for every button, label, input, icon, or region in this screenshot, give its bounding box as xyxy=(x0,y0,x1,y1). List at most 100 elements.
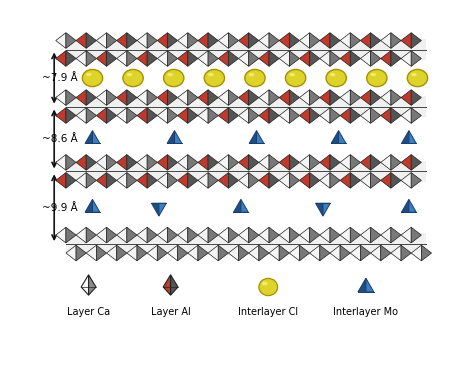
Polygon shape xyxy=(76,90,86,105)
Ellipse shape xyxy=(249,73,254,76)
Polygon shape xyxy=(310,172,320,188)
Polygon shape xyxy=(340,33,350,48)
Polygon shape xyxy=(241,200,248,212)
Polygon shape xyxy=(127,245,137,261)
Polygon shape xyxy=(117,108,127,123)
Polygon shape xyxy=(289,33,300,48)
Polygon shape xyxy=(360,227,371,243)
Polygon shape xyxy=(320,227,330,243)
Polygon shape xyxy=(107,227,117,243)
Ellipse shape xyxy=(330,73,336,76)
Polygon shape xyxy=(198,33,208,48)
Polygon shape xyxy=(238,227,249,243)
Polygon shape xyxy=(289,227,300,243)
Polygon shape xyxy=(340,90,350,105)
Polygon shape xyxy=(381,90,391,105)
Polygon shape xyxy=(289,108,300,123)
Polygon shape xyxy=(167,51,178,66)
Ellipse shape xyxy=(167,73,173,76)
Polygon shape xyxy=(259,245,269,261)
Ellipse shape xyxy=(123,69,143,87)
Text: Layer Ca: Layer Ca xyxy=(67,307,110,317)
Polygon shape xyxy=(259,90,269,105)
Polygon shape xyxy=(137,90,147,105)
Polygon shape xyxy=(391,108,401,123)
Polygon shape xyxy=(409,131,416,143)
Polygon shape xyxy=(96,90,107,105)
Polygon shape xyxy=(320,33,330,48)
Polygon shape xyxy=(152,203,159,216)
Polygon shape xyxy=(300,51,310,66)
Polygon shape xyxy=(381,172,391,188)
Ellipse shape xyxy=(326,69,346,87)
Polygon shape xyxy=(259,227,269,243)
Polygon shape xyxy=(137,51,147,66)
Polygon shape xyxy=(249,154,259,170)
Polygon shape xyxy=(401,245,411,261)
Polygon shape xyxy=(137,172,147,188)
Polygon shape xyxy=(330,172,340,188)
Polygon shape xyxy=(86,90,96,105)
Polygon shape xyxy=(66,108,76,123)
Polygon shape xyxy=(320,172,330,188)
Polygon shape xyxy=(238,90,249,105)
Polygon shape xyxy=(238,154,249,170)
Ellipse shape xyxy=(371,73,376,76)
Ellipse shape xyxy=(289,73,295,76)
Ellipse shape xyxy=(407,69,428,87)
Polygon shape xyxy=(107,51,117,66)
Polygon shape xyxy=(198,90,208,105)
Polygon shape xyxy=(174,131,182,143)
Text: Interlayer Mo: Interlayer Mo xyxy=(333,307,399,317)
Polygon shape xyxy=(96,108,107,123)
Polygon shape xyxy=(89,275,96,295)
Polygon shape xyxy=(218,51,228,66)
Polygon shape xyxy=(157,227,167,243)
Polygon shape xyxy=(279,154,289,170)
Polygon shape xyxy=(228,90,238,105)
Polygon shape xyxy=(371,108,381,123)
Polygon shape xyxy=(330,245,340,261)
Polygon shape xyxy=(391,245,401,261)
Polygon shape xyxy=(391,227,401,243)
Polygon shape xyxy=(117,154,127,170)
Polygon shape xyxy=(56,108,66,123)
Polygon shape xyxy=(159,203,166,216)
Polygon shape xyxy=(269,227,279,243)
Polygon shape xyxy=(371,172,381,188)
Text: Layer Al: Layer Al xyxy=(151,307,191,317)
Polygon shape xyxy=(391,90,401,105)
Polygon shape xyxy=(86,51,96,66)
Polygon shape xyxy=(401,90,411,105)
Polygon shape xyxy=(117,33,127,48)
Polygon shape xyxy=(289,51,300,66)
Ellipse shape xyxy=(204,69,225,87)
Polygon shape xyxy=(411,51,421,66)
Polygon shape xyxy=(360,245,371,261)
Polygon shape xyxy=(411,245,421,261)
Polygon shape xyxy=(56,33,66,48)
Polygon shape xyxy=(208,172,218,188)
Polygon shape xyxy=(269,33,279,48)
Polygon shape xyxy=(330,51,340,66)
Polygon shape xyxy=(167,227,178,243)
Polygon shape xyxy=(259,172,269,188)
Polygon shape xyxy=(249,227,259,243)
Polygon shape xyxy=(178,227,188,243)
Polygon shape xyxy=(66,172,76,188)
Polygon shape xyxy=(167,131,174,143)
Polygon shape xyxy=(371,245,381,261)
Polygon shape xyxy=(127,172,137,188)
Polygon shape xyxy=(188,227,198,243)
Polygon shape xyxy=(157,51,167,66)
Polygon shape xyxy=(330,108,340,123)
Polygon shape xyxy=(66,90,76,105)
Polygon shape xyxy=(117,51,127,66)
Polygon shape xyxy=(371,90,381,105)
Polygon shape xyxy=(320,154,330,170)
Polygon shape xyxy=(300,154,310,170)
Polygon shape xyxy=(107,245,117,261)
Polygon shape xyxy=(117,172,127,188)
Polygon shape xyxy=(228,33,238,48)
Polygon shape xyxy=(249,131,256,143)
